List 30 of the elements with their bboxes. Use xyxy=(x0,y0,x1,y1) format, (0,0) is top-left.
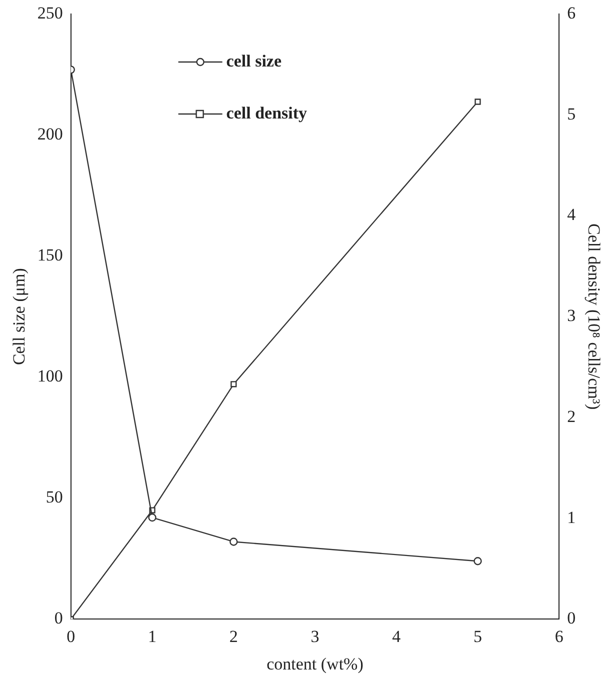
y-tick-label: 200 xyxy=(37,124,63,144)
x-tick-label: 2 xyxy=(229,626,238,646)
y2-tick-label: 3 xyxy=(567,306,576,326)
x-tick-label: 6 xyxy=(554,626,564,646)
y2-tick-label: 5 xyxy=(567,104,576,124)
x-tick-label: 4 xyxy=(392,626,402,646)
y-tick-label: 250 xyxy=(37,3,63,22)
x-tick-label: 0 xyxy=(66,626,76,646)
x-tick-label: 5 xyxy=(473,626,482,646)
x-tick-label: 1 xyxy=(148,626,157,646)
y-tick-label: 100 xyxy=(37,366,63,386)
x-tick-label: 3 xyxy=(310,626,320,646)
point xyxy=(474,98,481,105)
point xyxy=(230,538,238,546)
y2-axis-title: Cell density (10⁸ cells/cm³) xyxy=(584,224,604,410)
y-tick-label: 50 xyxy=(46,488,63,507)
point xyxy=(474,557,482,566)
y-tick-label: 0 xyxy=(54,608,63,628)
x-axis-title: content (wt%) xyxy=(266,654,364,674)
point xyxy=(230,381,237,388)
y-tick-label: 150 xyxy=(37,246,63,265)
y2-tick-label: 6 xyxy=(567,3,576,22)
y2-tick-label: 0 xyxy=(567,608,576,628)
point xyxy=(148,513,156,522)
legend-label: cell size xyxy=(226,51,282,70)
y2-tick-label: 1 xyxy=(567,508,576,527)
y2-tick-label: 2 xyxy=(567,406,576,426)
legend-label: cell density xyxy=(226,103,308,122)
y2-tick-label: 4 xyxy=(567,205,576,224)
y-axis-title: Cell size (μm) xyxy=(10,268,29,366)
